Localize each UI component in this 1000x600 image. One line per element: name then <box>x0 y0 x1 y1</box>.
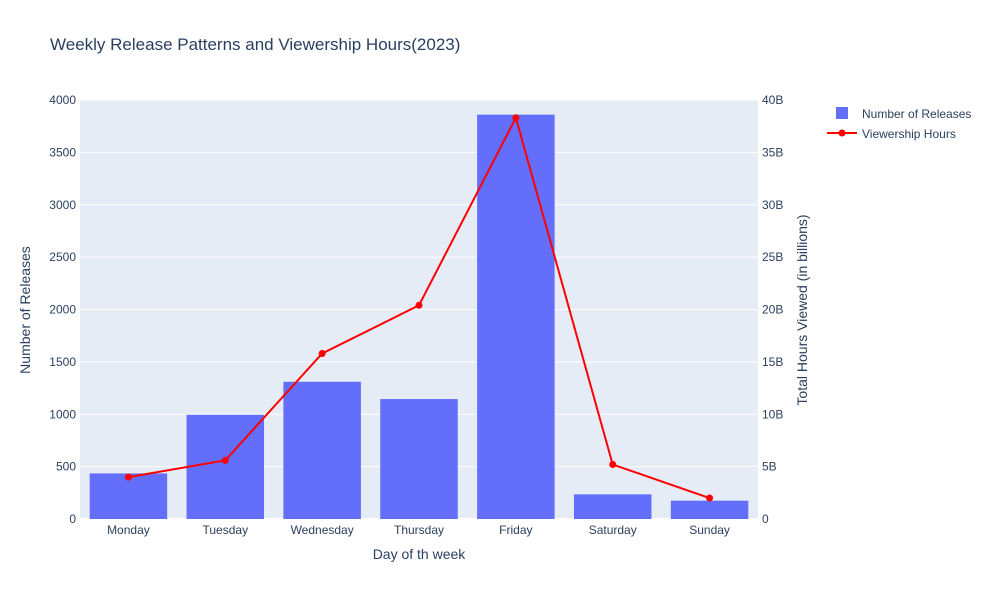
legend-label-viewership: Viewership Hours <box>862 127 956 141</box>
viewership-point-tuesday <box>221 456 229 464</box>
bar-monday <box>89 473 168 519</box>
y-tick-label-8: 4000 <box>49 93 76 107</box>
bar-sunday <box>670 500 749 519</box>
viewership-point-thursday <box>415 301 423 309</box>
y-tick-label-4: 2000 <box>49 303 76 317</box>
y-tick-label-5: 2500 <box>49 250 76 264</box>
y2-tick-label-7: 35B <box>762 145 783 159</box>
y-tick-label-7: 3500 <box>49 145 76 159</box>
y-axis-ticks: 0 500 1000 1500 2000 2500 3000 3500 4000 <box>49 93 76 526</box>
legend-label-releases: Number of Releases <box>862 107 971 121</box>
viewership-point-monday <box>124 473 132 481</box>
legend-item-releases[interactable]: Number of Releases <box>836 107 971 121</box>
bar-friday <box>477 114 555 519</box>
x-tick-label-wednesday: Wednesday <box>291 523 354 537</box>
y-axis-title: Number of Releases <box>17 246 33 374</box>
legend-swatch-marker-viewership <box>838 129 846 137</box>
y-tick-label-6: 3000 <box>49 198 76 212</box>
x-axis-ticks: Monday Tuesday Wednesday Thursday Friday Satu… <box>107 523 730 537</box>
y-tick-label-3: 1500 <box>49 355 76 369</box>
viewership-point-wednesday <box>318 349 326 357</box>
x-tick-label-tuesday: Tuesday <box>202 523 248 537</box>
legend: Number of Releases Viewership Hours <box>827 107 971 141</box>
y2-tick-label-4: 20B <box>762 303 783 317</box>
x-tick-label-friday: Friday <box>499 523 532 537</box>
x-tick-label-saturday: Saturday <box>589 523 637 537</box>
y-tick-label-2: 1000 <box>49 407 76 421</box>
viewership-point-sunday <box>706 494 714 502</box>
x-tick-label-monday: Monday <box>107 523 150 537</box>
legend-swatch-releases <box>836 107 848 119</box>
viewership-point-friday <box>512 114 520 122</box>
bar-wednesday <box>283 381 361 519</box>
x-axis-title: Day of th week <box>373 546 467 562</box>
line-layer <box>124 114 714 502</box>
y2-tick-label-8: 40B <box>762 93 783 107</box>
bar-thursday <box>380 399 458 519</box>
y-tick-label-1: 500 <box>56 460 76 474</box>
y2-tick-label-3: 15B <box>762 355 783 369</box>
bar-saturday <box>573 494 652 519</box>
y2-axis-title: Total Hours Viewed (in billions) <box>794 214 810 405</box>
x-tick-label-sunday: Sunday <box>689 523 730 537</box>
y2-tick-label-1: 5B <box>762 460 777 474</box>
legend-item-viewership[interactable]: Viewership Hours <box>827 127 956 141</box>
y2-tick-label-2: 10B <box>762 407 783 421</box>
y2-tick-label-6: 30B <box>762 198 783 212</box>
y2-axis-ticks: 0 5B 10B 15B 20B 25B 30B 35B 40B <box>762 93 783 526</box>
viewership-point-saturday <box>609 461 617 469</box>
x-tick-label-thursday: Thursday <box>394 523 444 537</box>
chart-title: Weekly Release Patterns and Viewership H… <box>50 35 460 54</box>
y2-tick-label-0: 0 <box>762 512 769 526</box>
y2-tick-label-5: 25B <box>762 250 783 264</box>
bars <box>89 114 749 519</box>
y-tick-label-0: 0 <box>69 512 76 526</box>
